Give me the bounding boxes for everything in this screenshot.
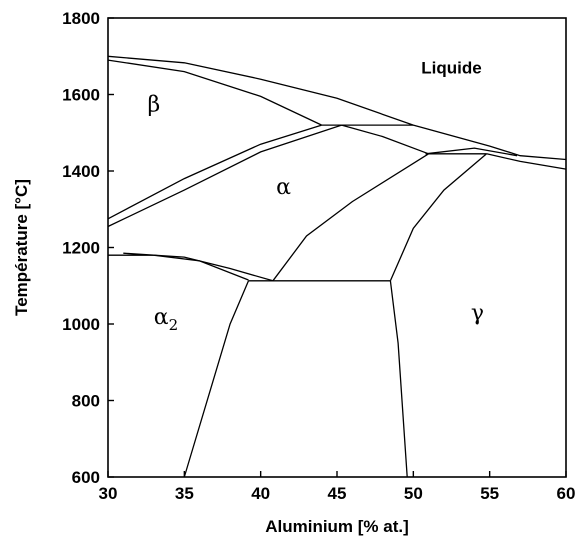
y-tick-label: 1000 xyxy=(62,315,100,334)
y-tick-label: 1400 xyxy=(62,162,100,181)
y-tick-label: 600 xyxy=(72,468,100,487)
phase-label-liquide: Liquide xyxy=(421,58,481,77)
phase-boundary-solidus-alpha-upper xyxy=(425,147,518,157)
x-tick-label: 50 xyxy=(404,484,423,503)
phase-label-subscript: 2 xyxy=(169,316,179,334)
phase-boundary-alpha-alpha2-inner xyxy=(123,252,274,282)
phase-label: α xyxy=(276,175,291,200)
x-tick-label: 60 xyxy=(557,484,576,503)
phase-label: β xyxy=(147,93,160,118)
phase-boundary-gamma-alpha-upper xyxy=(389,153,488,282)
phase-boundary-liquidus xyxy=(107,55,567,161)
phase-boundary-gamma-solvus xyxy=(389,280,408,478)
x-axis-title: Aluminium [% at.] xyxy=(265,517,409,536)
phase-boundary-beta-alpha-lower xyxy=(107,124,342,228)
x-tick-label: 55 xyxy=(480,484,499,503)
phase-boundary-alpha-alpha2-left xyxy=(108,254,249,281)
phase-boundary-solidus-beta xyxy=(107,59,322,126)
phase-label: α2 xyxy=(154,305,178,334)
x-tick-label: 30 xyxy=(99,484,118,503)
phase-label: γ xyxy=(471,301,484,326)
y-tick-label: 1600 xyxy=(62,86,100,105)
y-tick-label: 800 xyxy=(72,392,100,411)
x-tick-label: 40 xyxy=(251,484,270,503)
x-tick-label: 35 xyxy=(175,484,194,503)
plot-frame xyxy=(107,17,567,478)
phase-boundary-beta-alpha-upper xyxy=(107,124,322,220)
phase-boundary-liquidus-gamma xyxy=(486,153,567,170)
y-axis-title: Température [°C] xyxy=(12,179,31,316)
y-tick-label: 1200 xyxy=(62,239,100,258)
phase-boundary-alpha-peritectic-lower xyxy=(341,124,429,155)
phase-boundary-alpha-gamma-lower xyxy=(272,153,429,282)
y-tick-label: 1800 xyxy=(62,9,100,28)
x-tick-label: 45 xyxy=(328,484,347,503)
phase-boundary-alpha2-solvus xyxy=(183,280,250,478)
